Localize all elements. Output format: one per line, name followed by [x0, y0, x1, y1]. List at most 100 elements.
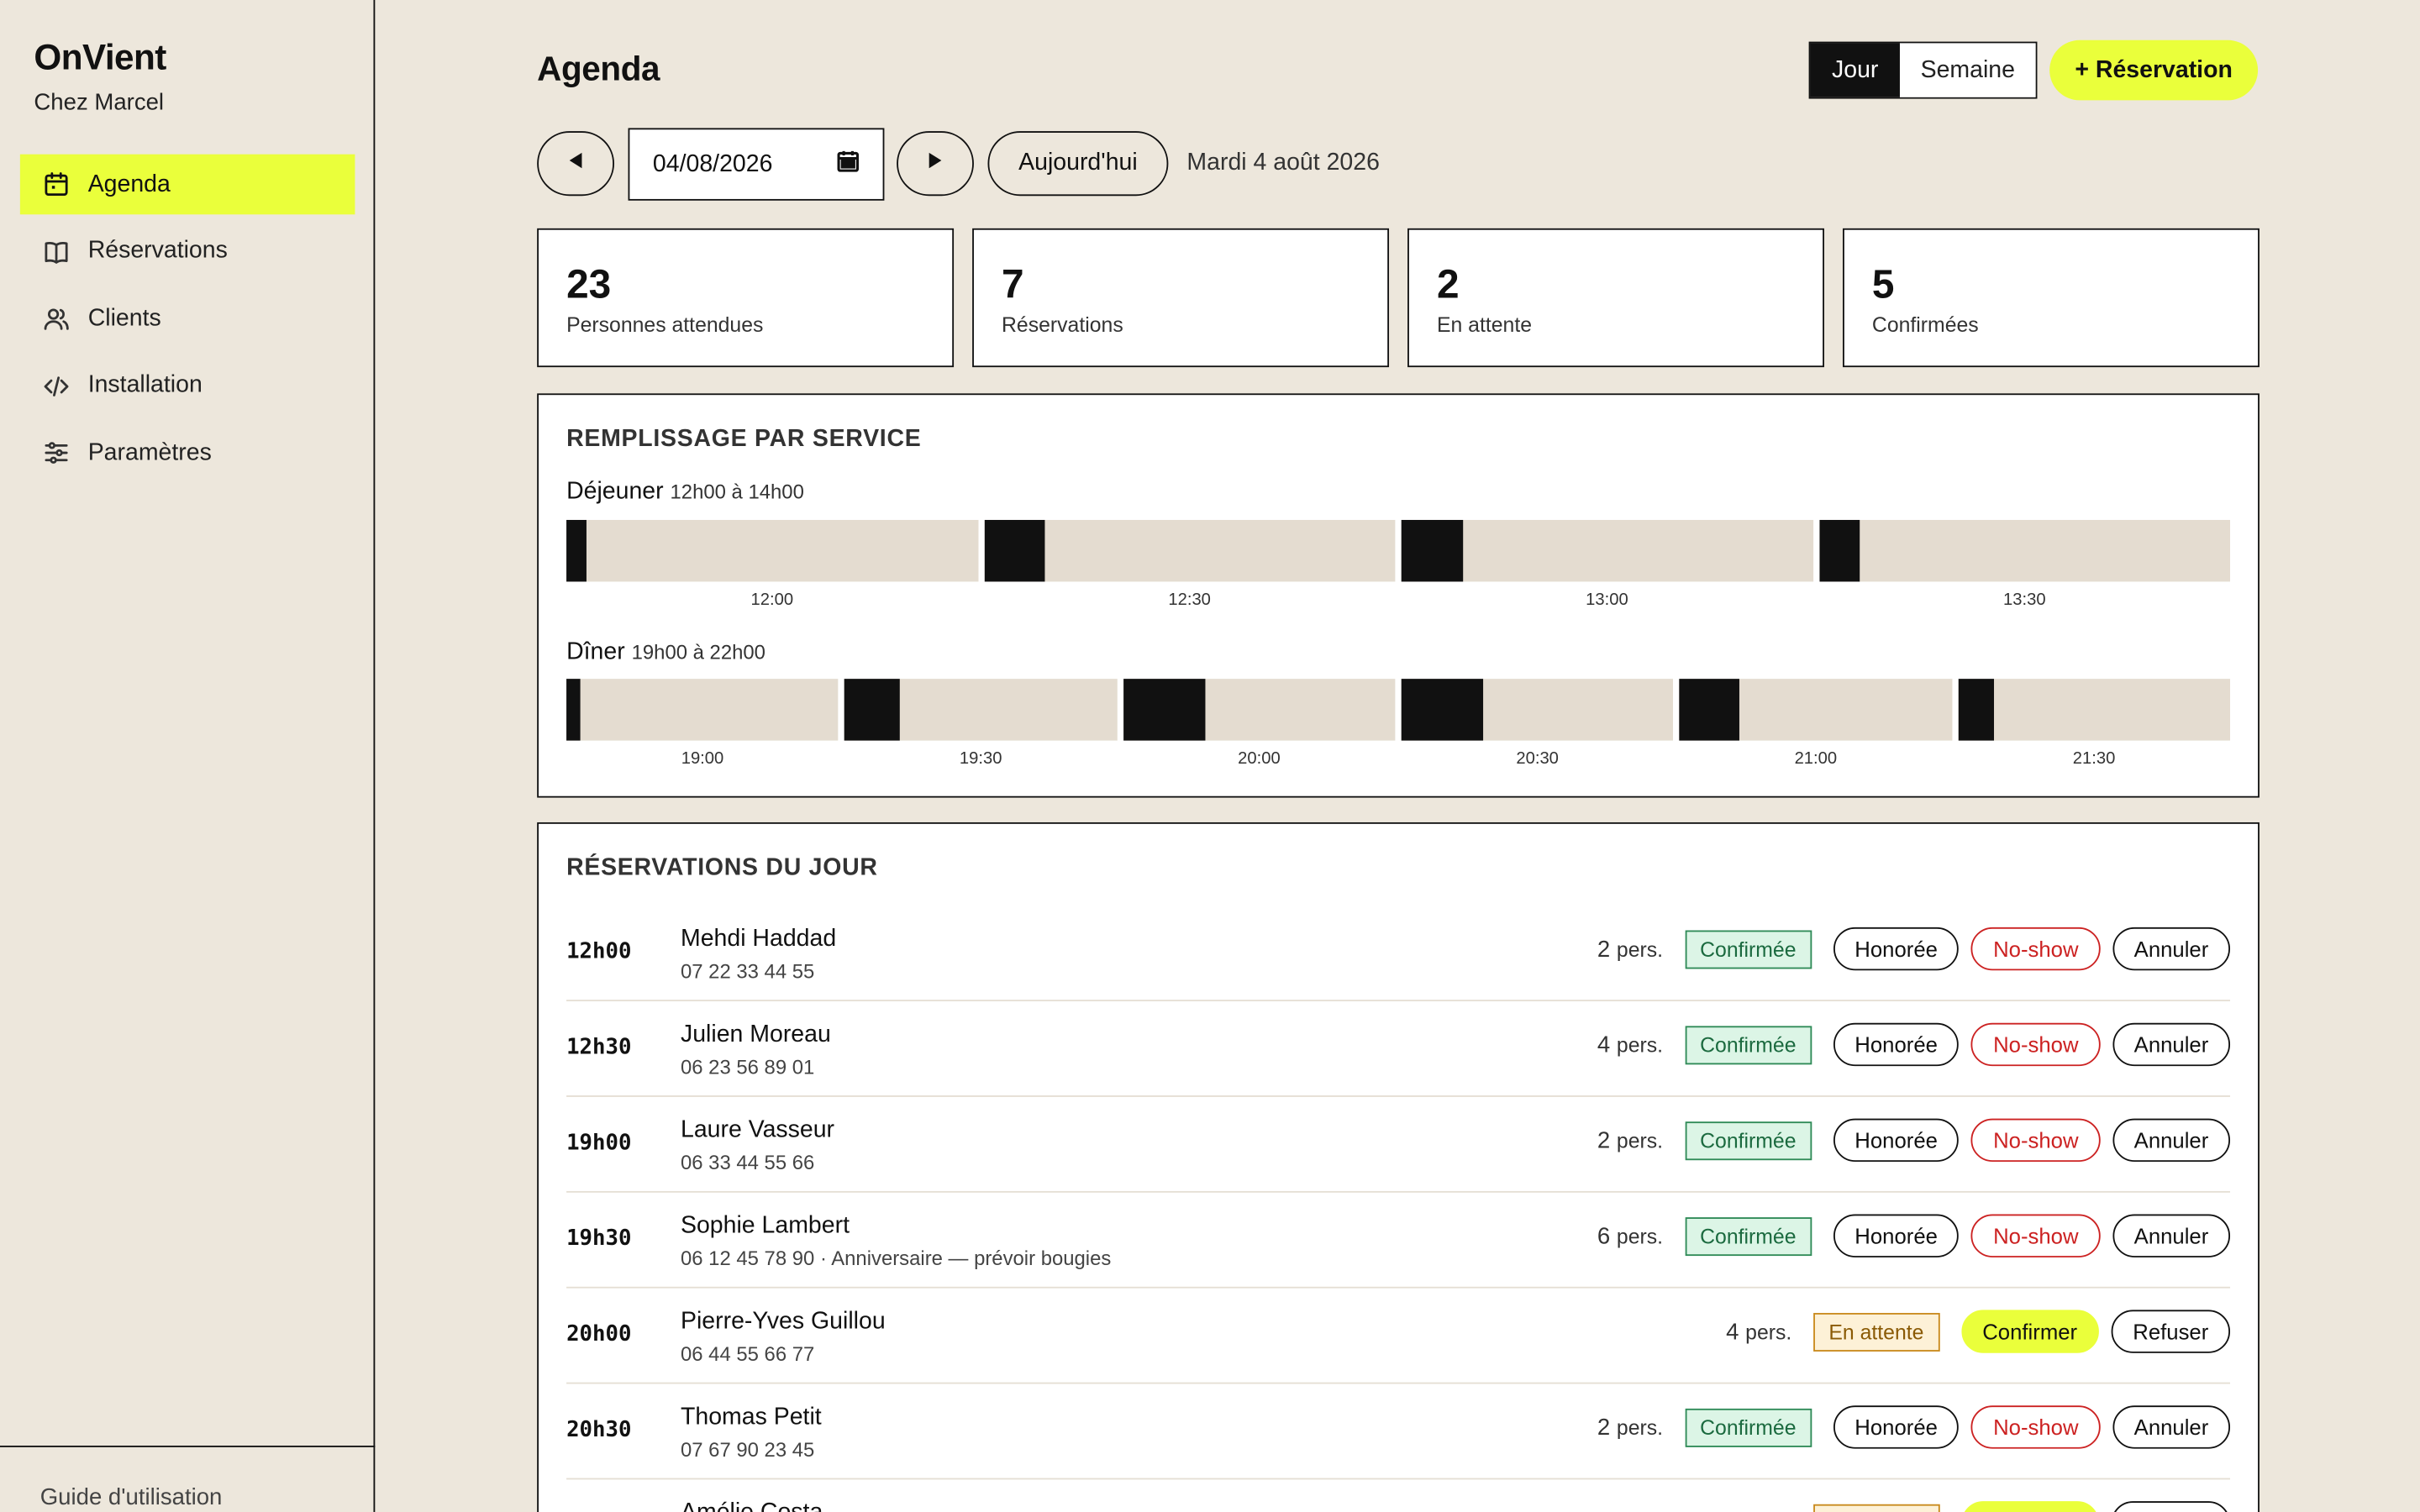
- service-hours: 12h00 à 14h00: [670, 480, 804, 503]
- stat-label: En attente: [1436, 312, 1533, 337]
- triangle-right-icon: [926, 150, 944, 177]
- reservation-details: 06 23 56 89 01: [680, 1055, 815, 1079]
- time-slot-bar: 12:30: [983, 519, 1396, 609]
- sidebar-item-installation[interactable]: Installation: [20, 355, 355, 416]
- reservation-details: 07 67 90 23 45: [680, 1437, 815, 1462]
- party-size: 4 pers.: [1726, 1318, 1791, 1344]
- reservation-details: 06 12 45 78 90 · Anniversaire — prévoir …: [680, 1247, 1112, 1270]
- reservation-actions: 4 pers. En attente Confirmer Refuser: [1726, 1310, 2231, 1353]
- cancel-button[interactable]: Annuler: [2112, 927, 2231, 971]
- time-slot-label: 19:30: [959, 749, 1002, 769]
- time-slot-label: 13:30: [2003, 591, 2046, 610]
- honored-button[interactable]: Honorée: [1833, 1405, 1960, 1449]
- service-hours: 19h00 à 22h00: [631, 640, 765, 664]
- cancel-button[interactable]: Annuler: [2112, 1405, 2231, 1449]
- triangle-left-icon: [566, 150, 585, 177]
- page-title: Agenda: [537, 49, 660, 88]
- confirm-button[interactable]: Confirmer: [1960, 1310, 2099, 1353]
- calendar-icon[interactable]: [836, 149, 860, 180]
- sidebar-item-clients[interactable]: Clients: [20, 288, 355, 349]
- view-toggle: Jour Semaine: [1808, 41, 2038, 99]
- honored-button[interactable]: Honorée: [1833, 1022, 1960, 1067]
- reservation-details: 06 44 55 66 77: [680, 1341, 815, 1366]
- refuse-button[interactable]: Refuser: [2111, 1310, 2231, 1353]
- party-count: 2: [1597, 1126, 1611, 1153]
- status-badge: Confirmée: [1684, 1121, 1812, 1160]
- reservation-name[interactable]: Amélie Costa: [681, 1499, 823, 1512]
- confirm-button[interactable]: Confirmer: [1960, 1501, 2099, 1512]
- today-button[interactable]: Aujourd'hui: [987, 131, 1169, 197]
- time-slot-label: 20:00: [1238, 749, 1281, 769]
- status-badge: En attente: [1813, 1312, 1939, 1352]
- honored-button[interactable]: Honorée: [1833, 1214, 1960, 1257]
- stat-card: 5 Confirmées: [1843, 228, 2260, 368]
- service-bars-dinner: 19:00 19:30 20:00 20:30 21:00 21:30: [566, 679, 2231, 769]
- reservation-name[interactable]: Thomas Petit: [680, 1404, 822, 1431]
- noshow-button[interactable]: No-show: [1971, 1214, 2101, 1257]
- fill-panel: REMPLISSAGE PAR SERVICE Déjeuner 12h00 à…: [537, 393, 2260, 798]
- stat-value: 7: [1002, 260, 1024, 307]
- party-unit: pers.: [1616, 1128, 1664, 1152]
- party-unit: pers.: [1745, 1320, 1792, 1343]
- cancel-button[interactable]: Annuler: [2112, 1118, 2231, 1163]
- time-slot-fill: [1958, 679, 1994, 741]
- noshow-button[interactable]: No-show: [1971, 1405, 2101, 1449]
- stat-card: 23 Personnes attendues: [537, 228, 955, 368]
- time-slot-bar: 13:00: [1401, 519, 1813, 609]
- sidebar-item-agenda[interactable]: Agenda: [19, 154, 355, 215]
- party-size: 4 pers.: [1597, 1032, 1663, 1058]
- reservation-name[interactable]: Pierre-Yves Guillou: [680, 1308, 886, 1335]
- noshow-button[interactable]: No-show: [1971, 1022, 2101, 1067]
- cancel-button[interactable]: Annuler: [2112, 1022, 2231, 1067]
- reservation-name[interactable]: Mehdi Haddad: [680, 926, 837, 953]
- stat-label: Confirmées: [1871, 312, 1979, 337]
- sidebar-nav: Agenda Réservations Clients Installation…: [19, 154, 355, 490]
- guide-link[interactable]: Guide d'utilisation: [39, 1483, 223, 1511]
- restaurant-name: Chez Marcel: [34, 89, 165, 116]
- sidebar-item-settings[interactable]: Paramètres: [20, 423, 355, 483]
- reservation-name[interactable]: Sophie Lambert: [680, 1212, 850, 1239]
- time-slot-bar: 13:30: [1818, 519, 2231, 609]
- honored-button[interactable]: Honorée: [1833, 1118, 1960, 1163]
- time-slot-fill: [566, 519, 587, 582]
- refuse-button[interactable]: Refuser: [2111, 1501, 2231, 1512]
- new-reservation-button[interactable]: + Réservation: [2049, 39, 2259, 101]
- reservation-time: 19h30: [566, 1226, 632, 1252]
- reservation-row: Amélie Costa En attente Confirmer Refuse…: [566, 1479, 2231, 1512]
- noshow-button[interactable]: No-show: [1971, 927, 2101, 971]
- reservation-row: 12h00 Mehdi Haddad 07 22 33 44 55 2 pers…: [566, 906, 2231, 1002]
- reservation-details: 06 33 44 55 66: [680, 1151, 815, 1174]
- sidebar-item-label: Clients: [87, 304, 161, 331]
- party-size: 2 pers.: [1597, 1127, 1663, 1153]
- sidebar-item-reservations[interactable]: Réservations: [20, 222, 355, 282]
- tab-day[interactable]: Jour: [1810, 43, 1900, 97]
- honored-button[interactable]: Honorée: [1833, 927, 1960, 971]
- service-name: Déjeuner: [566, 478, 664, 505]
- previous-day-button[interactable]: [537, 131, 615, 197]
- status-badge: Confirmée: [1684, 1407, 1812, 1446]
- reservation-actions: 6 pers. Confirmée Honorée No-show Annule…: [1597, 1214, 2231, 1257]
- reservation-time: 12h00: [566, 939, 632, 964]
- party-unit: pers.: [1616, 1415, 1664, 1439]
- noshow-button[interactable]: No-show: [1971, 1118, 2101, 1163]
- reservation-row: 20h30 Thomas Petit 07 67 90 23 45 2 pers…: [566, 1384, 2231, 1480]
- time-slot-label: 13:00: [1586, 591, 1628, 610]
- cancel-button[interactable]: Annuler: [2112, 1214, 2231, 1257]
- tab-week[interactable]: Semaine: [1899, 43, 2036, 97]
- party-count: 4: [1726, 1318, 1739, 1345]
- time-slot-fill: [983, 519, 1046, 582]
- time-slot-fill: [566, 679, 581, 741]
- time-slot-bar: 21:30: [1958, 679, 2231, 769]
- reservation-row: 19h00 Laure Vasseur 06 33 44 55 66 2 per…: [566, 1097, 2231, 1193]
- next-day-button[interactable]: [897, 131, 974, 197]
- reservation-name[interactable]: Laure Vasseur: [680, 1116, 835, 1143]
- reservation-row: 12h30 Julien Moreau 06 23 56 89 01 4 per…: [566, 1001, 2231, 1097]
- party-unit: pers.: [1616, 1032, 1664, 1057]
- time-slot-bar: 12:00: [566, 519, 978, 609]
- reservation-time: 19h00: [566, 1131, 632, 1156]
- reservation-name[interactable]: Julien Moreau: [680, 1021, 831, 1048]
- time-slot-label: 20:30: [1516, 749, 1559, 769]
- status-badge: Confirmée: [1684, 1216, 1812, 1256]
- date-input[interactable]: 04/08/2026: [628, 128, 885, 201]
